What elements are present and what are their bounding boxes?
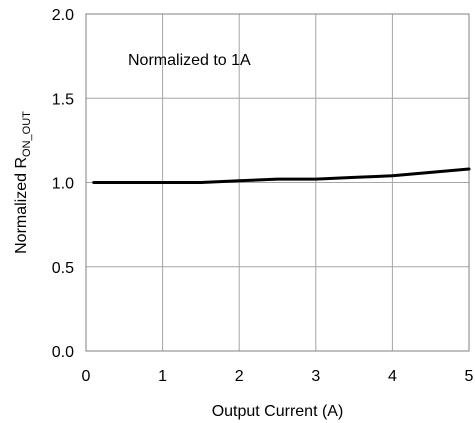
y-tick-label: 0.5 (52, 260, 74, 277)
x-axis-ticks: 0 1 2 3 4 5 (82, 368, 474, 385)
y-tick-label: 1.0 (52, 176, 74, 193)
x-tick-label: 1 (158, 368, 167, 385)
x-tick-label: 2 (235, 368, 244, 385)
y-tick-label: 1.5 (52, 91, 74, 108)
y-axis-label: Normalized RON_OUT (13, 111, 33, 254)
series-layer (92, 167, 471, 184)
y-tick-label: 0.0 (52, 344, 74, 361)
annotation-label: Normalized to 1A (128, 52, 251, 69)
y-axis-label-main: Normalized R (13, 157, 30, 254)
x-tick-label: 4 (388, 368, 397, 385)
y-axis-ticks: 0.0 0.5 1.0 1.5 2.0 (52, 7, 74, 361)
x-tick-label: 5 (465, 368, 474, 385)
y-tick-label: 2.0 (52, 7, 74, 24)
x-axis-label: Output Current (A) (212, 403, 344, 420)
plot-area (85, 13, 470, 352)
y-axis-label-subscript: ON_OUT (21, 111, 33, 157)
series-line (92, 167, 471, 184)
x-tick-label: 3 (311, 368, 320, 385)
x-tick-label: 0 (82, 368, 91, 385)
